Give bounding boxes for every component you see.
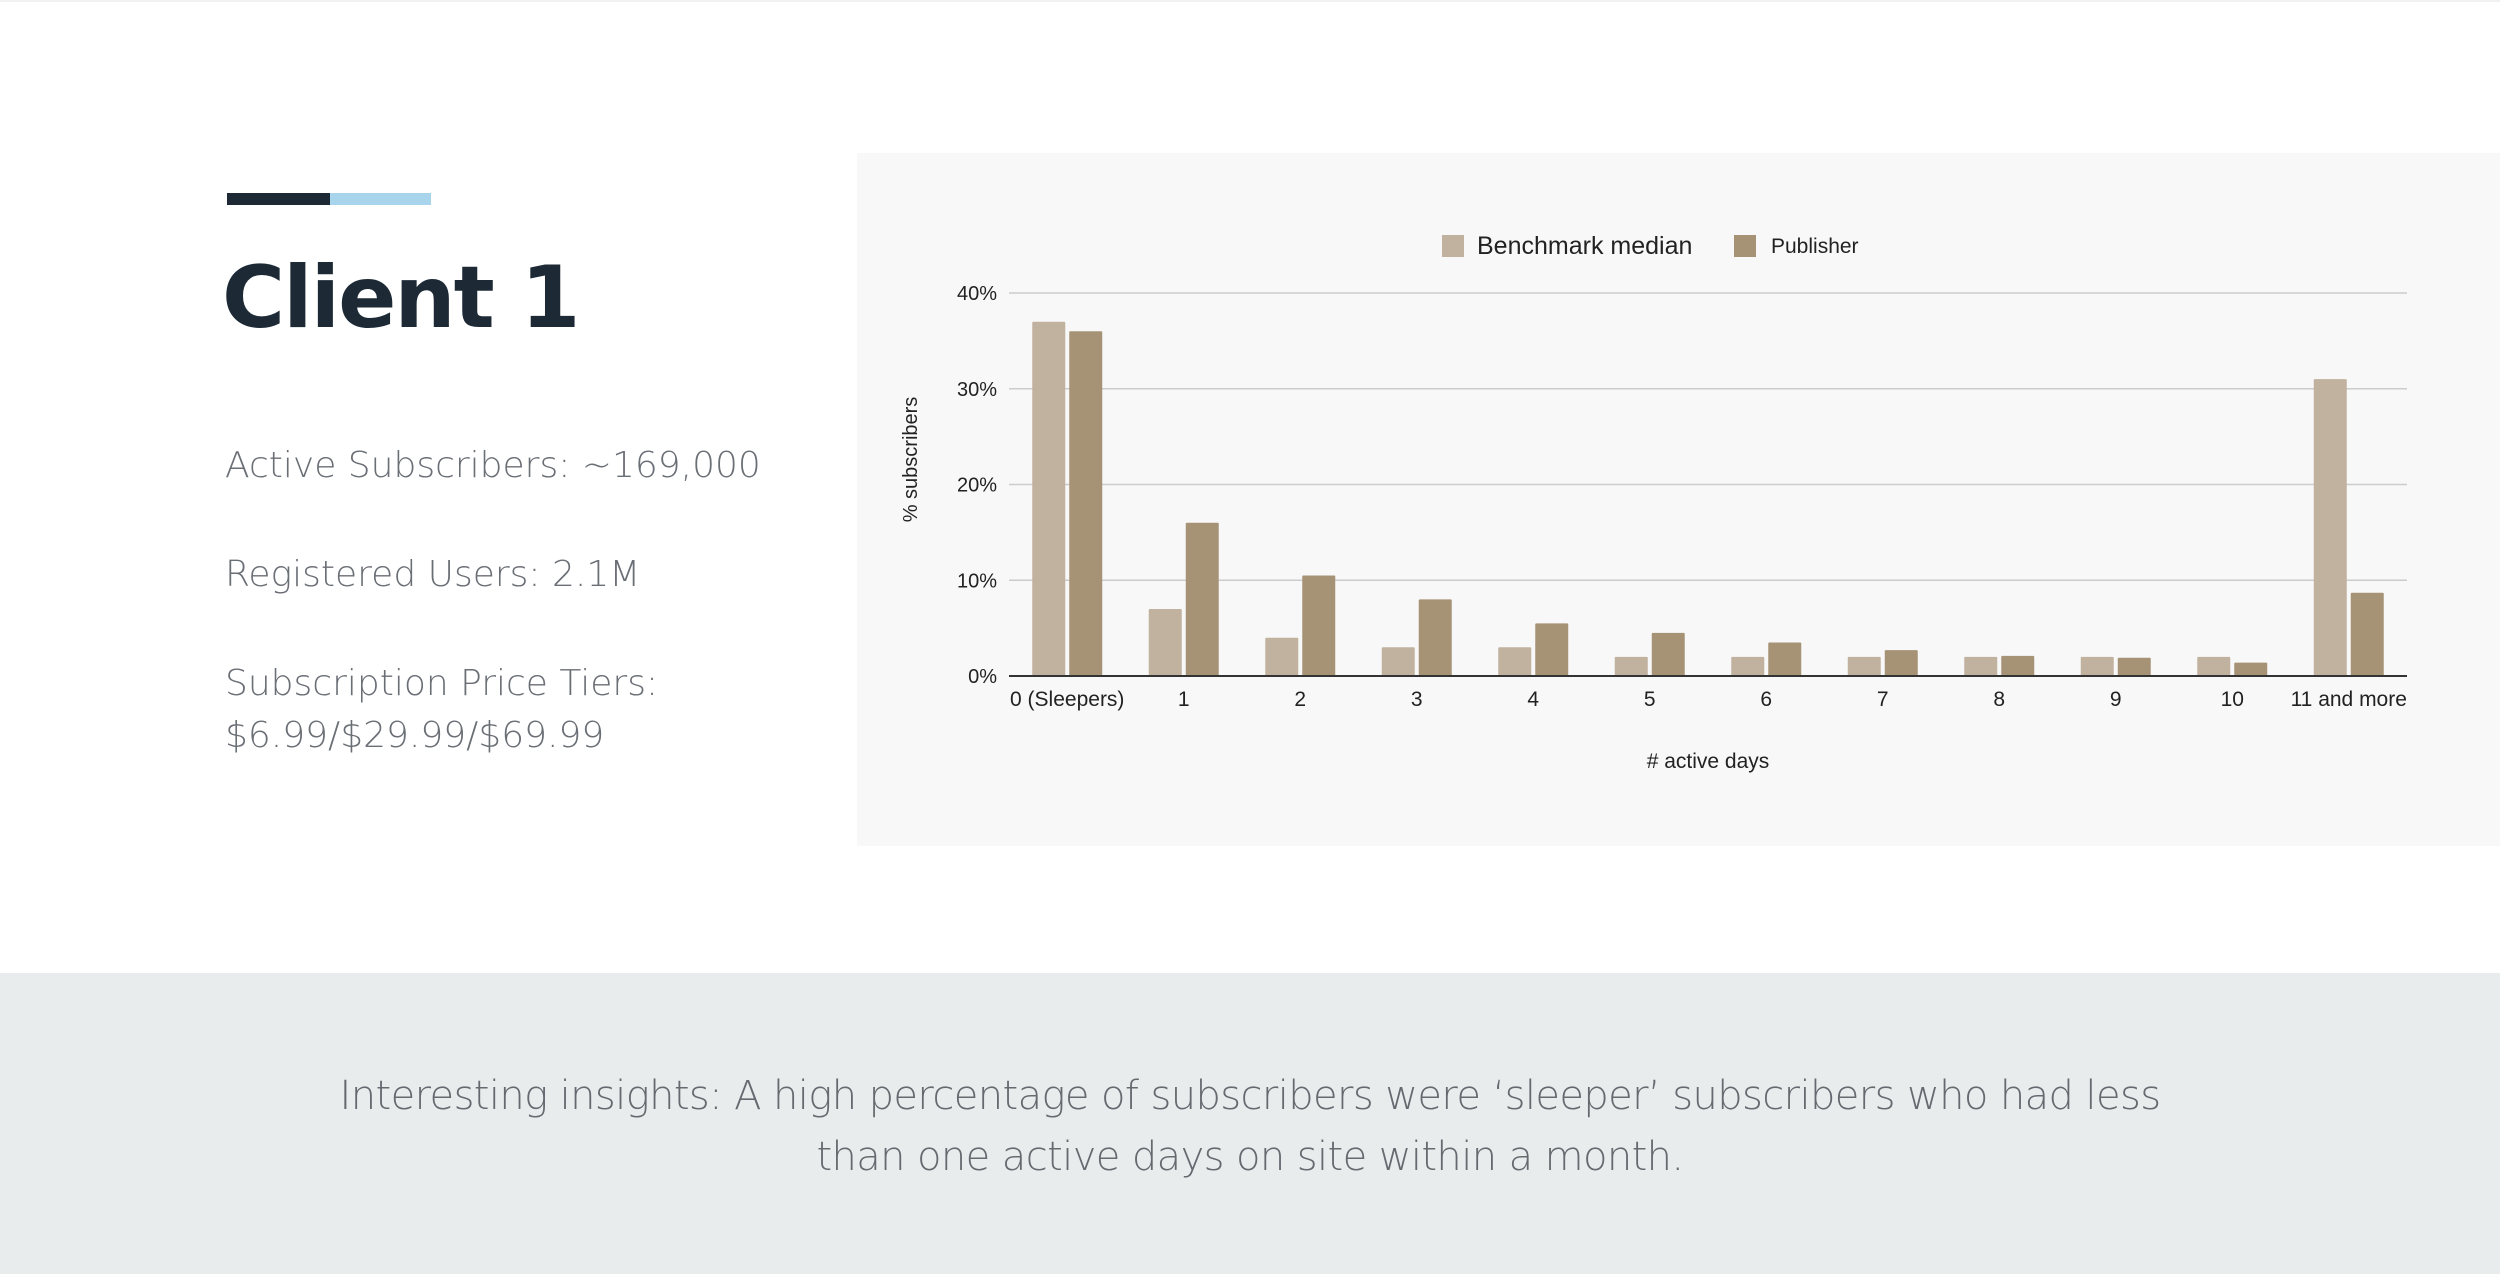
bar-benchmark-median xyxy=(2197,656,2231,676)
y-tick-label: 40% xyxy=(957,283,997,305)
bar-publisher xyxy=(2350,592,2384,676)
insight-band xyxy=(0,973,2500,1274)
x-tick-label: 4 xyxy=(1527,688,1539,711)
bar-publisher xyxy=(1069,331,1103,676)
x-tick-label: 5 xyxy=(1644,688,1656,711)
top-divider xyxy=(0,0,2500,2)
bar-publisher xyxy=(1185,522,1219,676)
registered-users-stat: Registered Users: 2.1M xyxy=(225,554,641,595)
insight-line-1: Interesting insights: A high percentage … xyxy=(339,1073,2161,1119)
x-tick-label: 7 xyxy=(1877,688,1889,711)
x-tick-label: 10 xyxy=(2221,688,2244,711)
bar-benchmark-median xyxy=(1381,647,1415,676)
legend-label-benchmark: Benchmark median xyxy=(1477,232,1692,260)
x-tick-label: 8 xyxy=(1993,688,2005,711)
x-tick-label: 1 xyxy=(1178,688,1190,711)
client-title: Client 1 xyxy=(222,248,581,348)
legend-swatch-benchmark xyxy=(1442,235,1464,257)
bar-publisher xyxy=(1884,650,1918,676)
price-tiers-value: $6.99/$29.99/$69.99 xyxy=(225,715,605,756)
bar-benchmark-median xyxy=(1032,321,1066,676)
bar-publisher xyxy=(2117,657,2151,676)
y-tick-label: 10% xyxy=(957,570,997,592)
bar-benchmark-median xyxy=(1498,647,1532,676)
y-tick-label: 30% xyxy=(957,379,997,401)
bar-benchmark-median xyxy=(1847,656,1881,676)
x-tick-label: 2 xyxy=(1294,688,1306,711)
legend-swatch-publisher xyxy=(1734,235,1756,257)
bar-benchmark-median xyxy=(1964,656,1998,676)
bar-publisher xyxy=(2234,662,2268,676)
price-tiers-label: Subscription Price Tiers: xyxy=(225,663,659,704)
y-tick-label: 20% xyxy=(957,475,997,497)
x-tick-label: 9 xyxy=(2110,688,2122,711)
bar-publisher xyxy=(2001,655,2035,676)
x-axis-title: # active days xyxy=(1647,750,1770,773)
bar-benchmark-median xyxy=(2080,656,2114,676)
y-tick-label: 0% xyxy=(968,666,997,688)
accent-bar-light xyxy=(330,193,431,205)
legend-label-publisher: Publisher xyxy=(1771,235,1859,258)
active-days-bar-chart: 0% 10% 20% 30% 40% 0 (Sleepers) 1 2 3 4 5 6 7 8 9 10 11 … xyxy=(900,232,2407,773)
title-accent-bar xyxy=(227,193,431,205)
insight-text: Interesting insights: A high percentage … xyxy=(250,1066,2250,1188)
bar-benchmark-median xyxy=(1731,656,1765,676)
insight-line-2: than one active days on site within a mo… xyxy=(816,1134,1684,1180)
chart-panel: 0% 10% 20% 30% 40% 0 (Sleepers) 1 2 3 4 5 6 7 8 9 10 11 … xyxy=(857,153,2500,846)
accent-bar-dark xyxy=(227,193,330,205)
y-axis-title: % subscribers xyxy=(900,397,922,523)
bar-publisher xyxy=(1535,623,1569,676)
bar-benchmark-median xyxy=(2313,379,2347,676)
bar-benchmark-median xyxy=(1148,608,1182,676)
active-subscribers-stat: Active Subscribers: ~169,000 xyxy=(225,445,761,486)
x-tick-label: 6 xyxy=(1760,688,1772,711)
bar-publisher xyxy=(1418,599,1452,676)
x-tick-label: 0 (Sleepers) xyxy=(1010,688,1124,711)
bar-benchmark-median xyxy=(1614,656,1648,676)
x-tick-label: 3 xyxy=(1411,688,1423,711)
bar-benchmark-median xyxy=(1265,637,1299,676)
bar-publisher xyxy=(1302,575,1336,676)
x-tick-label: 11 and more xyxy=(2291,688,2407,711)
bar-publisher xyxy=(1651,632,1685,676)
bar-publisher xyxy=(1768,642,1802,676)
